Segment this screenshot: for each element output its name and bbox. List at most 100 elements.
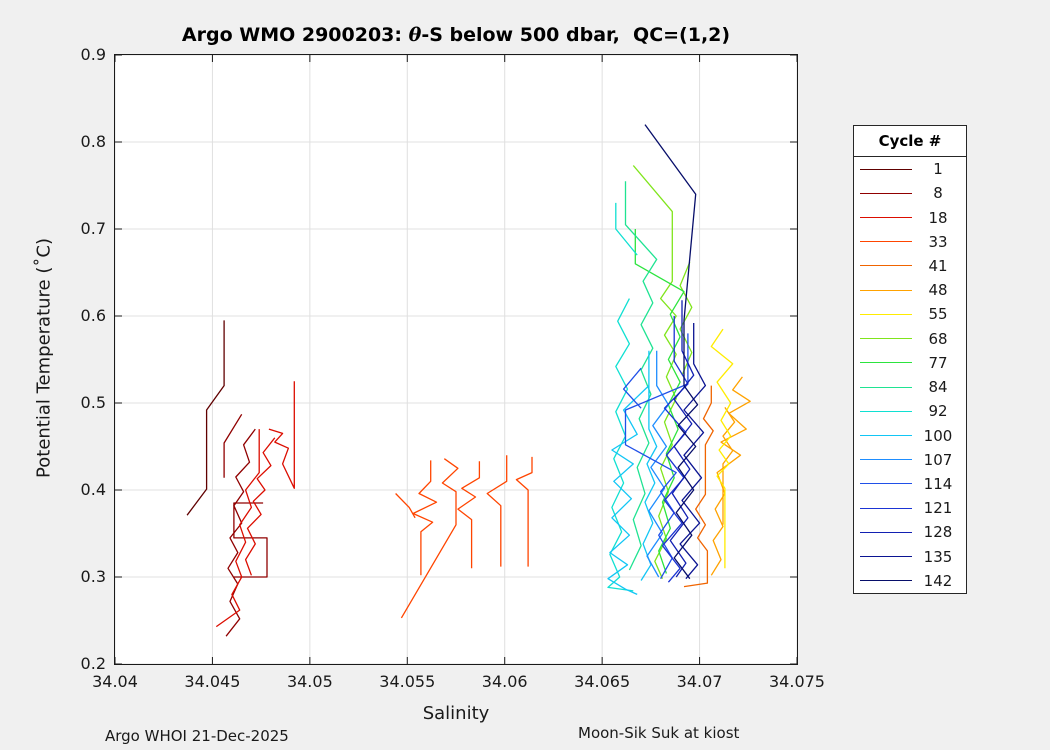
legend-entry-label: 107 [923, 450, 953, 469]
plot-canvas [115, 55, 797, 664]
y-tick-label: 0.2 [80, 654, 106, 673]
series-line-cycle-121 [661, 316, 689, 583]
legend-entry: 55 [854, 302, 966, 326]
legend-entry-label: 114 [923, 474, 953, 493]
legend-entry-label: 128 [923, 523, 953, 542]
legend-entry-label: 142 [923, 571, 953, 590]
series-line-cycle-92 [607, 298, 634, 592]
legend-entry: 100 [854, 423, 966, 447]
page-title: Argo WMO 2900203: θ-S below 500 dbar, QC… [115, 24, 797, 46]
legend-entry: 1 [854, 157, 966, 181]
y-tick-label: 0.9 [80, 45, 106, 64]
legend-entry-label: 8 [933, 184, 943, 203]
y-tick-label: 0.5 [80, 393, 106, 412]
legend-line-sample [860, 265, 912, 267]
x-tick-label: 34.055 [379, 672, 436, 691]
series-line-cycle-33 [457, 461, 481, 569]
series-line-cycle-68 [679, 261, 693, 376]
series-line-cycle-8 [233, 502, 268, 578]
legend-entry: 121 [854, 496, 966, 520]
series-line-cycle-128 [669, 300, 695, 578]
legend-line-sample [860, 483, 912, 485]
legend-entry: 77 [854, 351, 966, 375]
series-line-cycle-18 [215, 429, 260, 628]
legend-line-sample [860, 192, 912, 194]
legend-entry: 33 [854, 230, 966, 254]
series-line-cycle-48 [722, 407, 736, 525]
x-tick-label: 34.04 [92, 672, 138, 691]
title-prefix: Argo WMO 2900203: [181, 24, 409, 46]
y-tick-label: 0.3 [80, 567, 106, 586]
series-line-cycle-41 [683, 385, 714, 588]
legend-line-sample [860, 556, 912, 558]
legend-line-sample [860, 217, 912, 219]
legend-entry-label: 41 [928, 256, 948, 275]
legend-line-sample [860, 386, 912, 388]
y-tick-label: 0.7 [80, 219, 106, 238]
legend-line-sample [860, 313, 912, 315]
legend-line-sample [860, 410, 912, 412]
series-line-cycle-114 [622, 367, 642, 409]
legend-entry-label: 33 [928, 232, 948, 251]
series-line-cycle-107 [646, 350, 670, 578]
x-tick-label: 34.075 [769, 672, 825, 691]
legend-entry-label: 18 [928, 208, 948, 227]
series-line-cycle-92 [615, 202, 638, 256]
legend-line-sample [860, 507, 912, 509]
plot-area [114, 54, 798, 665]
series-line-cycle-33 [486, 455, 508, 567]
series-line-cycle-100 [607, 385, 650, 595]
series-line-cycle-33 [395, 493, 416, 519]
legend-line-sample [860, 435, 912, 437]
series-line-cycle-100 [640, 350, 658, 581]
legend-line-sample [860, 459, 912, 461]
legend-entries: 1 8 18 33 41 48 55 68 77 84 92 100 107 114 121 128 135 14… [854, 157, 966, 593]
series-line-cycle-1 [186, 320, 225, 516]
series-line-cycle-33 [515, 456, 533, 567]
legend-entry-label: 55 [928, 305, 948, 324]
legend-entry: 41 [854, 254, 966, 278]
x-axis-label: Salinity [422, 703, 490, 724]
series-line-cycle-114 [624, 333, 689, 580]
legend-entry-label: 1 [933, 160, 943, 179]
footer-credit-right: Moon-Sik Suk at kiost [578, 724, 740, 742]
y-axis-label: Potential Temperature (˚C) [33, 238, 55, 478]
legend-entry-label: 100 [923, 426, 953, 445]
series-line-cycle-68 [632, 165, 677, 579]
legend-entry: 18 [854, 205, 966, 229]
series-line-cycle-18 [268, 381, 295, 489]
legend-line-sample [860, 580, 912, 582]
series-line-cycle-84 [624, 181, 658, 571]
legend-entry: 114 [854, 472, 966, 496]
x-tick-label: 34.065 [574, 672, 631, 691]
legend-entry-label: 48 [928, 281, 948, 300]
footer-credit-left: Argo WHOI 21-Dec-2025 [105, 727, 289, 745]
legend-title: Cycle # [854, 126, 966, 157]
series-line-cycle-8 [223, 413, 243, 478]
y-tick-label: 0.4 [80, 480, 106, 499]
series-line-cycle-77 [634, 229, 685, 574]
legend-line-sample [860, 338, 912, 340]
series-line-cycle-33 [400, 458, 459, 619]
series-line-cycle-55 [710, 328, 734, 569]
legend-line-sample [860, 289, 912, 291]
y-tick-label: 0.8 [80, 132, 106, 151]
legend-entry: 142 [854, 569, 966, 593]
legend-entry: 92 [854, 399, 966, 423]
legend-entry: 68 [854, 327, 966, 351]
legend-entry: 84 [854, 375, 966, 399]
legend-entry: 135 [854, 545, 966, 569]
legend-entry-label: 92 [928, 402, 948, 421]
legend-line-sample [860, 362, 912, 364]
legend-line-sample [860, 168, 912, 170]
series-line-cycle-18 [244, 437, 276, 576]
x-tick-label: 34.06 [481, 672, 528, 691]
x-tick-label: 34.045 [184, 672, 241, 691]
series-line-cycle-33 [412, 460, 438, 576]
legend-entry-label: 135 [923, 547, 953, 566]
legend-entry-label: 121 [923, 499, 953, 518]
x-tick-label: 34.05 [286, 672, 333, 691]
x-tick-label: 34.07 [676, 672, 723, 691]
legend-entry: 48 [854, 278, 966, 302]
